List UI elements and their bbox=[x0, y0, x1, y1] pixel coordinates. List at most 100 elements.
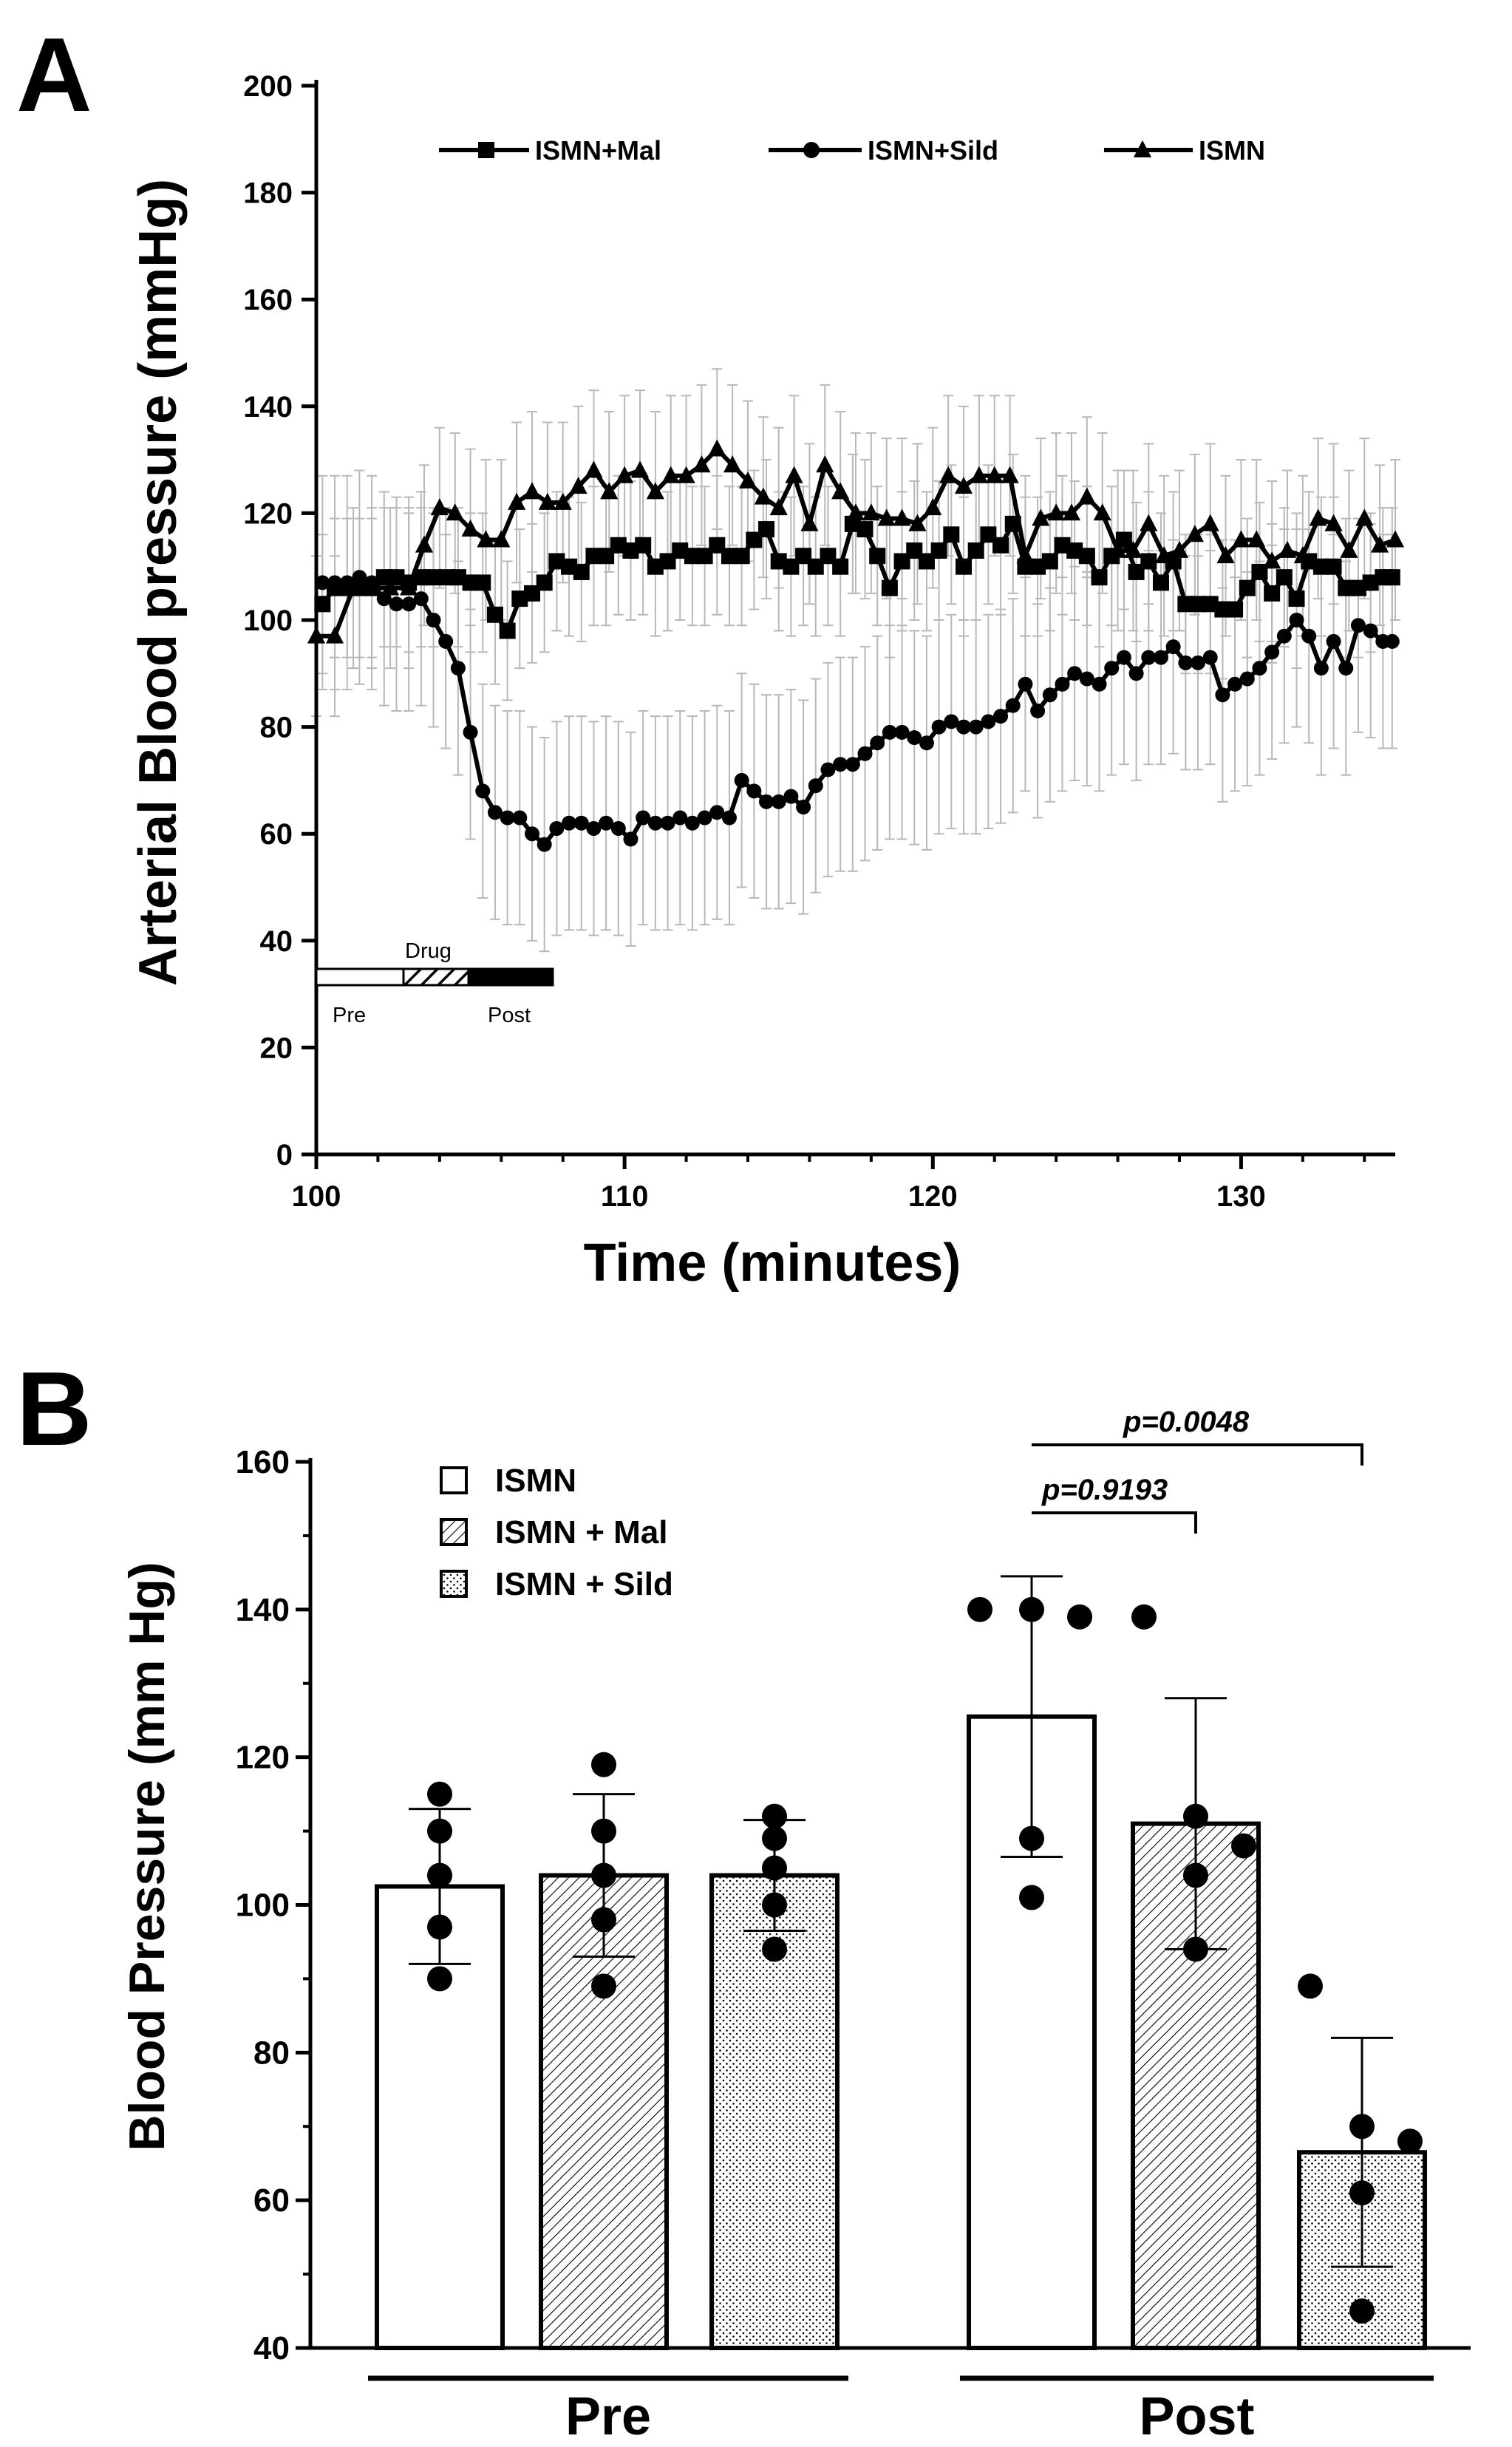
data-point-triangle bbox=[846, 503, 865, 521]
data-point-square bbox=[857, 521, 874, 538]
y-tick-label: 200 bbox=[243, 70, 293, 103]
data-point-square bbox=[1041, 553, 1058, 570]
data-point-circle bbox=[487, 805, 503, 820]
data-point-circle bbox=[525, 826, 539, 842]
data-point-square bbox=[709, 537, 726, 554]
data-point-square bbox=[672, 542, 689, 559]
x-tick-label: 110 bbox=[601, 1180, 649, 1213]
bracket-line bbox=[1032, 1511, 1197, 1534]
data-point-triangle bbox=[1355, 508, 1374, 526]
data-point bbox=[1183, 1936, 1208, 1962]
data-point-triangle bbox=[939, 466, 958, 483]
data-point-triangle bbox=[492, 530, 511, 548]
data-point-circle bbox=[697, 810, 712, 826]
data-point-triangle bbox=[1140, 514, 1158, 531]
data-point-circle bbox=[1215, 687, 1230, 703]
data-point-triangle bbox=[522, 482, 542, 500]
data-point-square bbox=[807, 558, 824, 575]
data-point-square bbox=[1004, 515, 1021, 532]
legend-label: ISMN bbox=[495, 1463, 576, 1499]
data-point-square bbox=[930, 542, 947, 559]
data-point-triangle bbox=[1001, 466, 1019, 483]
data-point-square bbox=[511, 591, 528, 608]
y-tick-label: 100 bbox=[243, 605, 293, 637]
data-point-triangle bbox=[862, 503, 880, 521]
data-point-triangle bbox=[877, 508, 896, 526]
data-point bbox=[591, 1862, 616, 1888]
data-point-circle bbox=[599, 815, 614, 831]
data-point-circle bbox=[1178, 655, 1193, 670]
legend-swatch-open bbox=[440, 1466, 468, 1494]
data-point-square bbox=[1128, 563, 1145, 580]
axes-panel-b: 40 60 80 100 120 140 160 bbox=[236, 1444, 1471, 2366]
data-point bbox=[1349, 2114, 1375, 2140]
data-point-square bbox=[375, 569, 392, 586]
data-point-triangle bbox=[477, 530, 495, 548]
y-tick-label: 80 bbox=[260, 712, 293, 744]
data-point-square bbox=[499, 622, 516, 639]
data-point-square bbox=[1312, 558, 1329, 575]
data-point-circle bbox=[857, 746, 873, 761]
data-point-square bbox=[524, 585, 540, 602]
data-point-triangle bbox=[1293, 546, 1312, 564]
data-point bbox=[1349, 2180, 1375, 2206]
data-point-triangle bbox=[569, 477, 588, 494]
data-point-square bbox=[1288, 591, 1305, 608]
data-point-square bbox=[746, 531, 763, 548]
comparison-brackets: p=0.9193 p=0.0048 bbox=[1032, 1406, 1363, 1534]
data-point-circle bbox=[327, 575, 343, 591]
data-point-square bbox=[1091, 569, 1108, 586]
data-point-triangle bbox=[723, 455, 742, 473]
data-point-circle bbox=[721, 810, 737, 826]
data-point-circle bbox=[623, 831, 638, 847]
data-point bbox=[427, 1818, 452, 1844]
data-point-circle bbox=[1141, 650, 1157, 665]
legend-panel-b: ISMN ISMN + Mal ISMN + Sild bbox=[440, 1463, 673, 1602]
data-point-circle bbox=[475, 783, 491, 799]
y-tick-label: 60 bbox=[260, 818, 293, 851]
data-point-triangle bbox=[1093, 503, 1111, 521]
data-point-triangle bbox=[1047, 503, 1066, 521]
data-point-circle bbox=[808, 778, 823, 794]
data-point-square bbox=[635, 537, 652, 554]
data-point bbox=[427, 1914, 452, 1940]
data-point-triangle bbox=[1247, 530, 1266, 548]
data-point-triangle bbox=[362, 578, 381, 596]
data-point bbox=[591, 1907, 616, 1933]
data-point-triangle bbox=[1216, 546, 1235, 564]
data-point-square bbox=[462, 574, 479, 591]
data-point-square bbox=[1202, 596, 1219, 613]
data-point-circle bbox=[1153, 650, 1168, 665]
data-point bbox=[762, 1803, 787, 1829]
data-point-circle bbox=[401, 596, 417, 612]
data-point-circle bbox=[1227, 676, 1243, 692]
data-point-circle bbox=[956, 719, 971, 735]
data-point-triangle bbox=[1170, 540, 1189, 558]
data-point-square bbox=[721, 548, 738, 565]
data-point-square bbox=[1349, 579, 1366, 596]
data-point-triangle bbox=[646, 482, 664, 500]
data-point-square bbox=[832, 558, 849, 575]
legend-label: ISMN+Mal bbox=[535, 135, 661, 166]
data-point-triangle bbox=[508, 492, 526, 510]
y-tick-label: 180 bbox=[243, 177, 293, 210]
data-point-triangle bbox=[785, 466, 803, 483]
legend-swatch-hatched bbox=[440, 1518, 468, 1546]
data-point-triangle bbox=[461, 519, 480, 537]
error-bars-layer bbox=[311, 368, 1400, 953]
protocol-inset: Drug Pre Post bbox=[315, 939, 554, 1027]
data-point-triangle bbox=[893, 508, 911, 526]
bars-layer bbox=[375, 1714, 1427, 2351]
data-point-square bbox=[610, 537, 627, 554]
data-point-square bbox=[1264, 585, 1281, 602]
data-point-circle bbox=[537, 837, 552, 852]
inset-drug-segment bbox=[402, 967, 470, 987]
data-point-circle bbox=[573, 815, 589, 831]
data-point-triangle bbox=[800, 514, 819, 531]
legend-panel-a: ISMN+Mal ISMN+Sild ISMN bbox=[439, 135, 1265, 166]
data-point-square bbox=[1239, 579, 1256, 596]
data-point-circle bbox=[796, 800, 811, 815]
data-point-square bbox=[869, 548, 886, 565]
data-point bbox=[591, 1973, 616, 1999]
data-point-circle bbox=[1030, 703, 1046, 718]
